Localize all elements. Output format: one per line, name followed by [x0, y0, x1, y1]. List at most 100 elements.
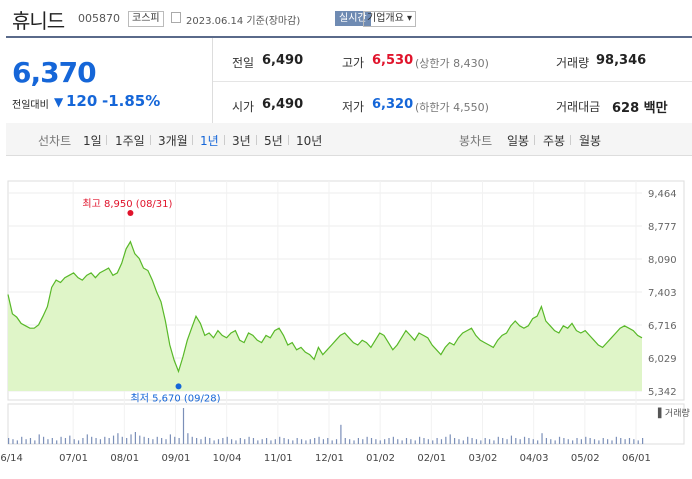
open-label: 시가	[232, 100, 255, 114]
volume-bar	[29, 438, 32, 444]
volume-bar	[318, 436, 320, 444]
volume-bar	[112, 435, 115, 444]
tab-separator	[224, 135, 225, 145]
x-tick-label: 11/01	[264, 453, 293, 464]
volume-bar	[572, 440, 574, 444]
tab-weekly-candle[interactable]: 주봉	[543, 134, 566, 148]
y-tick-label: 8,090	[648, 255, 677, 266]
volume-bar	[139, 435, 141, 444]
volume-bar	[134, 432, 136, 444]
volume-bar	[331, 440, 333, 444]
volume-bar	[165, 439, 167, 444]
line-chart-label: 선차트	[38, 134, 72, 148]
tab-separator	[150, 135, 151, 145]
volume-bar	[506, 439, 508, 444]
tab-1y[interactable]: 1년	[200, 134, 219, 148]
x-tick-label: 05/02	[571, 453, 600, 464]
volume-bar	[554, 440, 556, 444]
high-value: 6,530	[372, 53, 414, 68]
down-triangle-icon: ▼	[54, 95, 64, 109]
volume-bar	[558, 436, 561, 444]
tab-daily-candle[interactable]: 일봉	[507, 134, 530, 148]
x-tick-label: 02/01	[417, 453, 446, 464]
volume-bar	[143, 436, 145, 444]
volume-bar	[16, 440, 18, 444]
stock-header: 휴니드 005870 코스피 2023.06.14 기준(장마감) 실시간 기업…	[0, 0, 692, 36]
volume-bar	[419, 436, 421, 444]
x-tick-label: 12/01	[315, 453, 344, 464]
volume-bar	[475, 439, 478, 444]
volume-bar	[191, 436, 193, 444]
tab-separator	[106, 135, 107, 145]
upper-limit: (상한가 8,430)	[415, 57, 489, 70]
volume-bar	[484, 438, 486, 444]
volume-bar	[257, 440, 259, 444]
stock-name: 휴니드	[12, 9, 65, 33]
volume-bar	[401, 440, 403, 444]
volume-bar	[528, 438, 530, 444]
tab-5y[interactable]: 5년	[264, 134, 283, 148]
volume-bar	[537, 440, 539, 444]
realtime-button[interactable]: 실시간	[335, 11, 371, 26]
volume-bar	[126, 438, 128, 444]
volume-bar	[283, 438, 285, 444]
volume-bar	[217, 439, 220, 444]
volume-bar	[545, 438, 548, 444]
change-label: 전일대비	[12, 100, 49, 111]
x-tick-label: 08/01	[110, 453, 139, 464]
tab-3m[interactable]: 3개월	[158, 134, 188, 148]
price-line	[7, 240, 643, 374]
y-tick-label: 7,403	[648, 288, 677, 299]
prev-close-value: 6,490	[262, 53, 304, 68]
volume-bar	[567, 439, 569, 444]
volume-bar	[471, 438, 473, 444]
tab-10y[interactable]: 10년	[296, 134, 323, 148]
price-change: 120	[66, 92, 98, 110]
volume-bar	[375, 439, 377, 444]
tab-1d[interactable]: 1일	[83, 134, 102, 148]
high-label: 고가	[342, 56, 365, 70]
trade-amount-value: 628 백만	[612, 101, 668, 116]
volume-bar	[38, 434, 40, 444]
tab-3y[interactable]: 3년	[232, 134, 251, 148]
volume-bar	[169, 434, 171, 444]
company-info-dropdown[interactable]: 기업개요 ▾	[363, 11, 416, 27]
volume-bar	[204, 436, 206, 444]
volume-bar	[104, 436, 106, 444]
volume-bar	[541, 433, 543, 444]
volume-bar	[598, 440, 600, 444]
prev-close-label: 전일	[232, 56, 255, 70]
volume-bar	[384, 439, 386, 444]
volume-bar	[82, 438, 84, 444]
volume-bar	[91, 436, 93, 444]
volume-bar	[130, 434, 132, 444]
volume-bar	[235, 440, 237, 444]
volume-bar	[357, 438, 359, 444]
volume-bar	[279, 436, 281, 444]
volume-bar	[602, 438, 604, 444]
tab-1w[interactable]: 1주일	[115, 134, 145, 148]
y-tick-label: 6,716	[648, 321, 677, 332]
volume-bar	[628, 438, 631, 444]
volume-bar	[497, 436, 499, 444]
tab-monthly-candle[interactable]: 월봉	[579, 134, 602, 148]
price-plot-frame	[7, 180, 685, 401]
volume-bar	[178, 438, 180, 444]
stats-divider	[213, 81, 692, 82]
volume-bar	[414, 440, 416, 444]
volume-bar	[335, 439, 338, 444]
volume-bar	[47, 439, 49, 444]
volume-bar	[515, 438, 517, 444]
volume-bar	[309, 439, 311, 444]
volume-bar	[445, 436, 447, 444]
volume-bar	[576, 438, 578, 444]
tab-separator	[570, 135, 571, 145]
min-marker	[175, 383, 182, 390]
volume-bar	[21, 436, 23, 444]
volume-bar	[108, 438, 110, 444]
volume-bar	[34, 440, 36, 444]
quote-panel: 6,370 전일대비 ▼ 120 -1.85% 전일 6,490 고가 6,53…	[6, 36, 692, 125]
volume-bar	[77, 440, 80, 444]
volume-bar	[213, 440, 215, 444]
